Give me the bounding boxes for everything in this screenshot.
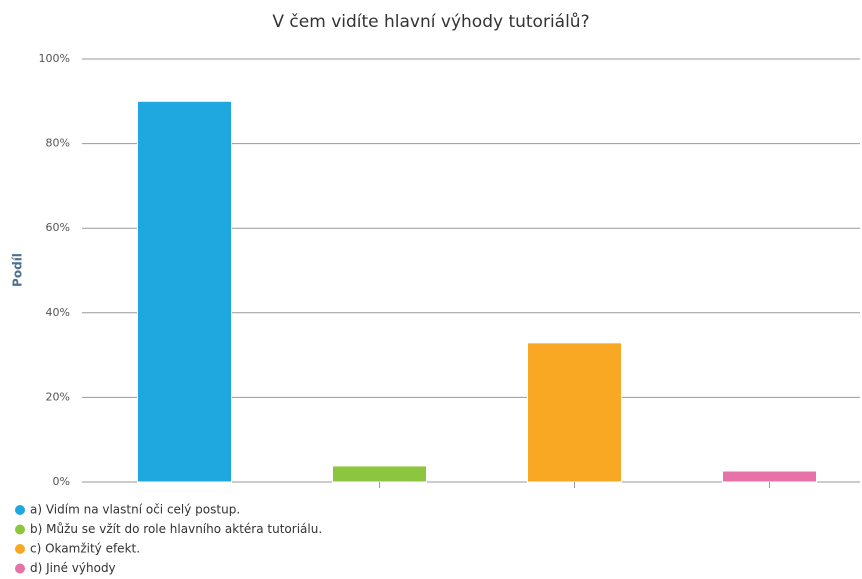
y-tick-label: 60% [46, 221, 70, 234]
bar [722, 470, 817, 483]
legend-marker [15, 563, 25, 574]
y-tick-label: 20% [46, 390, 70, 403]
y-axis-title: Podíl [11, 253, 25, 287]
legend-label: c) Okamžitý efekt. [30, 542, 140, 556]
y-tick-label: 80% [46, 137, 70, 150]
legend-label: a) Vidím na vlastní oči celý postup. [30, 503, 240, 517]
y-tick-label: 100% [39, 52, 70, 65]
legend-label: d) Jiné výhody [30, 561, 116, 575]
bar [137, 100, 232, 483]
legend-marker [15, 544, 25, 554]
legend-marker [15, 524, 25, 535]
y-tick-label: 0% [53, 475, 70, 488]
legend-marker [15, 505, 25, 515]
bar [332, 465, 427, 483]
legend-label: b) Můžu se vžít do role hlavního aktéra … [30, 522, 322, 536]
y-tick-label: 40% [46, 306, 70, 319]
chart-title: V čem vidíte hlavní výhody tutoriálů? [272, 12, 589, 32]
bar [527, 342, 622, 483]
